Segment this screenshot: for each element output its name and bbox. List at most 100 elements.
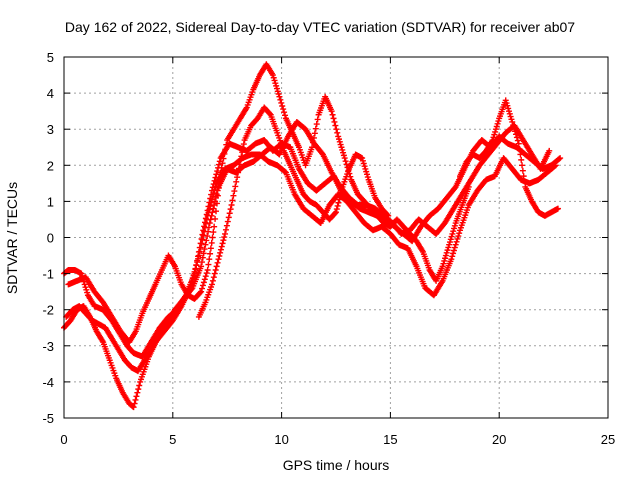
data-point [208, 212, 215, 219]
data-point [340, 152, 347, 159]
data-point [235, 165, 242, 172]
data-point [455, 233, 462, 240]
data-point [439, 263, 446, 270]
data-point [337, 193, 344, 200]
data-point [222, 230, 229, 237]
x-axis-label: GPS time / hours [282, 457, 390, 473]
data-point [235, 169, 242, 176]
y-tick-label: 0 [47, 231, 54, 246]
data-point [274, 88, 281, 95]
data-point [219, 240, 226, 247]
data-point [198, 263, 205, 270]
data-point [136, 382, 143, 389]
data-point [281, 109, 288, 116]
data-point [218, 243, 225, 250]
data-point [210, 274, 217, 281]
data-point [448, 256, 455, 263]
data-point [234, 174, 241, 181]
data-point [202, 273, 209, 280]
data-point [191, 268, 198, 275]
data-point [333, 209, 339, 216]
data-point [336, 138, 343, 145]
data-point [200, 279, 207, 286]
data-point [507, 113, 514, 120]
data-point [222, 226, 229, 233]
data-point [208, 281, 215, 288]
x-tick-label: 15 [383, 432, 397, 447]
y-tick-label: -3 [42, 339, 54, 354]
data-point [213, 191, 220, 198]
data-point [338, 187, 345, 194]
data-point [198, 240, 205, 247]
data-point [552, 162, 559, 169]
data-point [131, 400, 138, 407]
data-point [359, 155, 366, 162]
data-point [337, 190, 344, 197]
data-point [82, 284, 89, 291]
y-tick-label: 3 [47, 122, 54, 137]
data-point [313, 121, 320, 128]
data-point [518, 156, 525, 163]
data-point [343, 161, 350, 168]
data-point [551, 163, 558, 170]
data-point [519, 167, 526, 174]
data-point [207, 245, 214, 252]
data-point [209, 209, 216, 216]
data-point [385, 212, 392, 219]
data-point [206, 220, 213, 227]
data-point [492, 126, 499, 133]
data-point [337, 141, 344, 148]
data-point [452, 241, 459, 248]
data-point [224, 218, 231, 225]
data-point [223, 222, 230, 229]
data-point [208, 199, 215, 206]
data-point [494, 120, 501, 127]
data-point [508, 116, 515, 123]
data-point [81, 281, 88, 288]
data-point [270, 74, 277, 81]
x-tick-label: 0 [60, 432, 67, 447]
x-tick-label: 10 [274, 432, 288, 447]
data-point [208, 196, 215, 203]
data-point [441, 257, 448, 264]
data-point [206, 256, 213, 263]
data-point [272, 80, 279, 87]
data-point [223, 141, 230, 148]
data-point [134, 389, 141, 396]
data-point [546, 147, 553, 154]
data-point [216, 253, 223, 260]
data-point [228, 202, 235, 209]
data-point [199, 285, 206, 292]
data-point [217, 249, 224, 256]
data-point [513, 134, 520, 141]
data-point [503, 100, 510, 107]
data-point [384, 211, 391, 218]
data-point [489, 137, 496, 144]
data-point [493, 123, 500, 130]
x-tick-label: 20 [492, 432, 506, 447]
data-point [229, 197, 236, 204]
data-point [227, 206, 234, 213]
data-point [220, 155, 227, 162]
data-point [328, 108, 335, 115]
data-point [517, 151, 524, 158]
data-point [516, 146, 523, 153]
data-point [212, 266, 219, 273]
data-point [362, 165, 369, 172]
data-point [338, 144, 345, 151]
data-point [133, 393, 140, 400]
data-point [332, 210, 339, 217]
y-tick-label: 5 [47, 50, 54, 65]
data-point [340, 149, 347, 156]
data-point [282, 112, 289, 119]
data-point [329, 111, 336, 118]
y-tick-label: -2 [42, 303, 54, 318]
data-point [449, 253, 456, 260]
data-point [519, 162, 526, 169]
data-point [83, 286, 90, 293]
data-point [449, 230, 456, 237]
data-point [198, 259, 205, 266]
data-point [130, 404, 137, 411]
data-point [201, 246, 208, 253]
